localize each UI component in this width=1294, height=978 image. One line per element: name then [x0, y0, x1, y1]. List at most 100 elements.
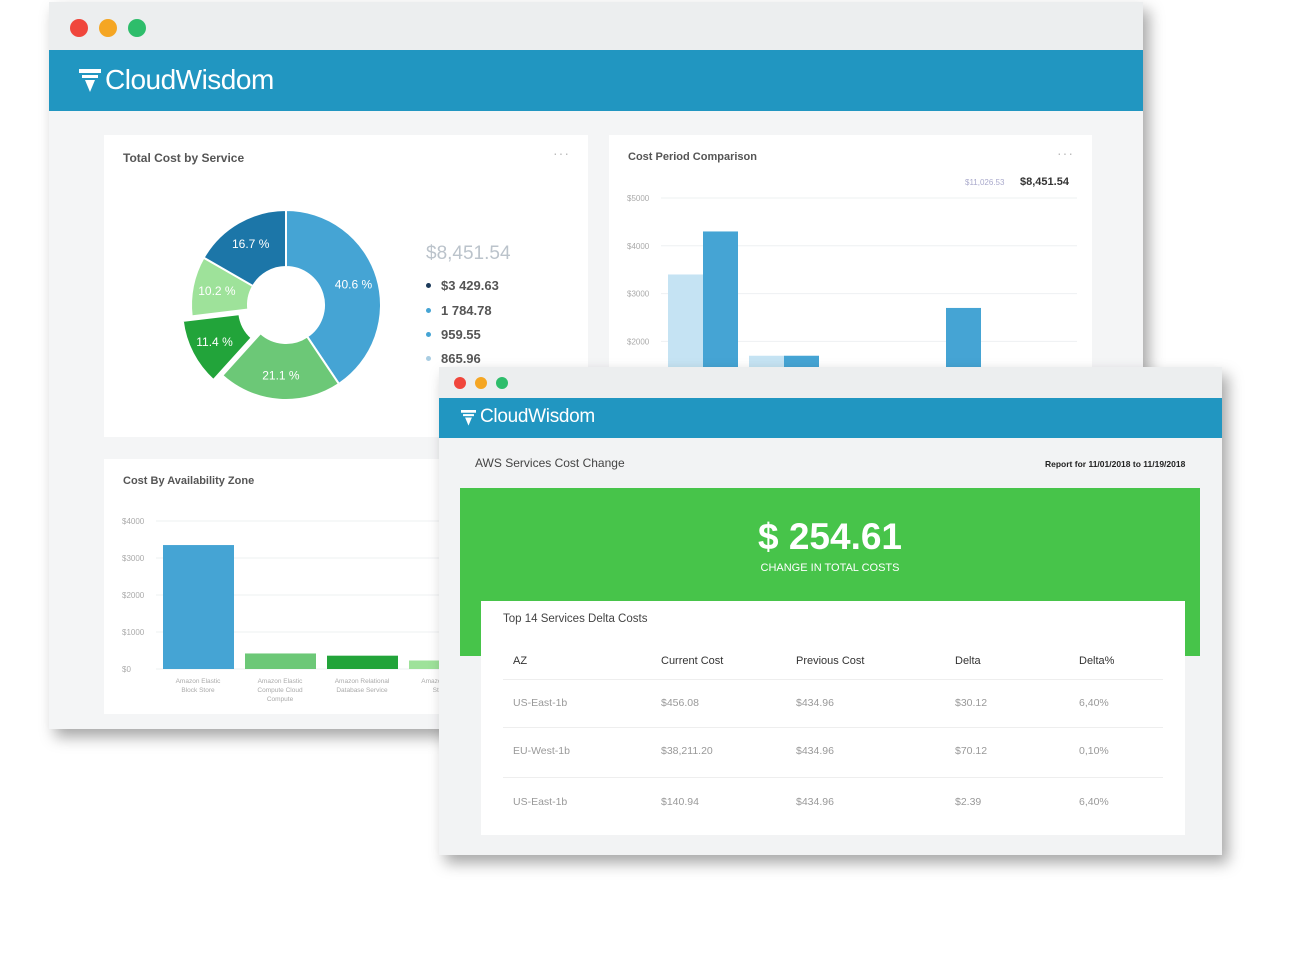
slice-label: 21.1 %	[262, 368, 300, 382]
report-period: Report for 11/01/2018 to 11/19/2018	[1045, 459, 1186, 469]
dashboard-window: CloudWisdom Total Cost by Service ··· 40…	[49, 2, 1143, 729]
brand-name: CloudWisdom	[105, 64, 274, 95]
cell-az: US-East-1b	[513, 697, 568, 709]
title-bar	[439, 367, 1222, 398]
maximize-button[interactable]	[128, 19, 146, 37]
y-tick-label: $2000	[122, 591, 145, 600]
x-category-label: Amazon Simple	[421, 678, 444, 685]
bar[interactable]	[327, 655, 398, 669]
legend-value: 959.55	[441, 327, 481, 342]
cell-az: US-East-1b	[513, 796, 568, 808]
card-title: Cost Period Comparison	[628, 151, 757, 163]
column-header-previous-cost[interactable]: Previous Cost	[796, 655, 865, 667]
legend-item: 959.55	[426, 327, 481, 342]
legend-item: 1 784.78	[426, 303, 492, 318]
column-header-delta[interactable]: Delta	[955, 655, 981, 667]
az-bar-chart: $4000 $3000 $2000 $1000 $0 Amazon Elastic Bloc…	[122, 517, 444, 703]
cell-delta: $30.12	[955, 697, 988, 709]
y-tick-label: $2000	[627, 337, 650, 346]
cloudwisdom-logo-icon	[461, 409, 476, 426]
x-category-label: Amazon Elastic	[176, 678, 222, 685]
legend-bullet	[426, 356, 431, 361]
total-change-label: CHANGE IN TOTAL COSTS	[760, 562, 900, 574]
legend-bullet	[426, 283, 431, 288]
slice-label: 10.2 %	[198, 284, 236, 298]
slice-label: 40.6 %	[335, 277, 373, 291]
cell-delta-percent: 6,40%	[1079, 796, 1109, 808]
slice-label: 16.7 %	[232, 237, 270, 251]
report-subtitle: AWS Services Cost Change	[475, 456, 625, 470]
x-category-label: Block Store	[181, 687, 215, 694]
donut-chart: 40.6 % 21.1 % 11.4 % 10.2 % 16.7 %	[181, 208, 382, 401]
close-button[interactable]	[70, 19, 88, 37]
bar[interactable]	[245, 653, 316, 669]
report-window: CloudWisdom AWS Services Cost Change Rep…	[439, 367, 1222, 855]
y-tick-label: $1000	[122, 628, 145, 637]
cell-current-cost: $38,211.20	[661, 745, 713, 757]
y-tick-label: $0	[122, 665, 131, 674]
card-title: Cost By Availability Zone	[123, 475, 255, 487]
donut-slice[interactable]	[181, 313, 254, 382]
table-title: Top 14 Services Delta Costs	[503, 613, 648, 625]
delta-costs-table-card: Top 14 Services Delta Costs AZ Current C…	[481, 601, 1185, 835]
cell-delta: $70.12	[955, 745, 988, 757]
x-category-label: Compute	[267, 696, 294, 703]
y-tick-label: $4000	[122, 517, 145, 526]
maximize-button[interactable]	[496, 377, 508, 389]
app-header: CloudWisdom	[49, 50, 1143, 111]
divider	[503, 727, 1163, 728]
y-tick-label: $3000	[122, 554, 145, 563]
card-title: Total Cost by Service	[123, 151, 245, 165]
legend-value: 1 784.78	[441, 303, 492, 318]
x-category-label: Compute Cloud	[257, 687, 303, 694]
donut-slice[interactable]	[285, 208, 382, 386]
app-header: CloudWisdom	[439, 398, 1222, 438]
card-menu-icon[interactable]: ···	[553, 145, 570, 161]
legend-item: $3 429.63	[426, 278, 499, 293]
minimize-button[interactable]	[99, 19, 117, 37]
legend-item: 865.96	[426, 351, 481, 366]
divider	[503, 679, 1163, 680]
legend-value: $3 429.63	[441, 278, 499, 293]
slice-label: 11.4 %	[196, 335, 233, 349]
total-change-amount: $ 254.61	[757, 516, 903, 557]
cell-current-cost: $456.08	[661, 697, 699, 709]
divider	[503, 777, 1163, 778]
card-menu-icon[interactable]: ···	[1057, 145, 1074, 161]
current-total: $8,451.54	[1020, 176, 1069, 188]
cell-az: EU-West-1b	[513, 745, 570, 757]
cell-delta: $2.39	[955, 796, 982, 808]
brand-logo[interactable]: CloudWisdom	[79, 64, 274, 96]
donut-slice[interactable]	[220, 331, 341, 401]
legend-value: 865.96	[441, 351, 481, 366]
x-category-label: Storage	[433, 687, 444, 694]
bar[interactable]	[163, 545, 234, 669]
legend-total: $8,451.54	[426, 243, 511, 264]
brand-logo[interactable]: CloudWisdom	[461, 406, 595, 428]
cell-previous-cost: $434.96	[796, 697, 834, 709]
cost-by-availability-zone-card: Cost By Availability Zone $4000 $3000 $200…	[104, 459, 444, 714]
cell-previous-cost: $434.96	[796, 745, 834, 757]
column-header-az[interactable]: AZ	[513, 655, 528, 667]
y-tick-label: $3000	[627, 290, 650, 299]
x-category-label: Amazon Relational	[335, 678, 390, 685]
minimize-button[interactable]	[475, 377, 487, 389]
brand-name: CloudWisdom	[480, 406, 595, 427]
cell-delta-percent: 6,40%	[1079, 697, 1109, 709]
legend-bullet	[426, 308, 431, 313]
cloudwisdom-logo-icon	[79, 69, 101, 92]
previous-total: $11,026.53	[965, 178, 1005, 187]
x-category-label: Database Service	[336, 687, 388, 694]
donut-slice[interactable]	[202, 208, 287, 288]
close-button[interactable]	[454, 377, 466, 389]
column-header-current-cost[interactable]: Current Cost	[661, 655, 724, 667]
column-header-delta-percent[interactable]: Delta%	[1079, 655, 1115, 667]
legend-bullet	[426, 332, 431, 337]
x-category-label: Amazon Elastic	[258, 678, 304, 685]
bar[interactable]	[409, 660, 444, 669]
cell-current-cost: $140.94	[661, 796, 699, 808]
y-tick-label: $5000	[627, 194, 650, 203]
title-bar	[49, 2, 1143, 50]
cell-delta-percent: 0,10%	[1079, 745, 1109, 757]
y-tick-label: $4000	[627, 242, 650, 251]
